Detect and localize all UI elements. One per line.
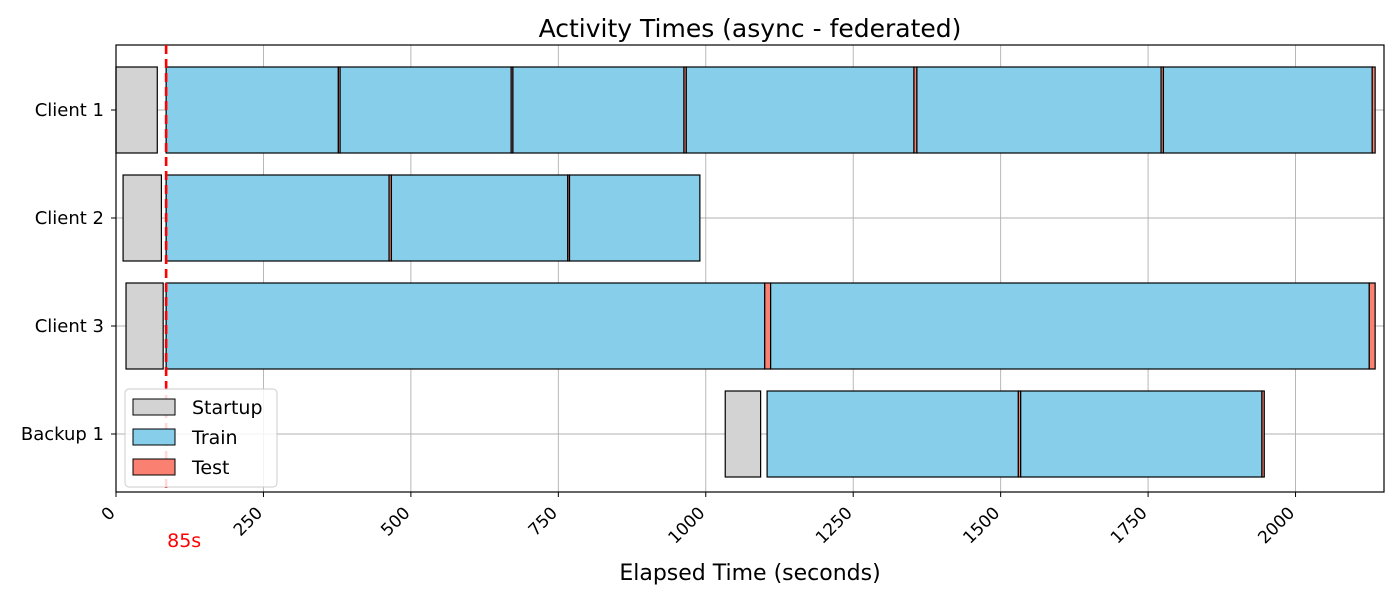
legend-label: Test xyxy=(191,457,229,479)
bar-test xyxy=(1371,66,1376,154)
bar-train xyxy=(1020,390,1263,478)
bar-startup xyxy=(125,282,164,370)
bar-train xyxy=(165,174,390,262)
axes-frame xyxy=(115,44,1385,493)
bar-train xyxy=(1162,66,1373,154)
bar-train xyxy=(770,282,1370,370)
legend-swatch xyxy=(132,458,176,476)
bar-train xyxy=(165,66,339,154)
chart-title: Activity Times (async - federated) xyxy=(539,14,962,43)
bar-train xyxy=(916,66,1162,154)
bar-train xyxy=(165,282,766,370)
bar-startup xyxy=(724,390,762,478)
bar-train xyxy=(685,66,915,154)
legend-swatch xyxy=(132,428,176,446)
bar-startup xyxy=(122,174,163,262)
legend-label: Train xyxy=(191,427,238,449)
bar-test xyxy=(1368,282,1376,370)
bar-train xyxy=(390,174,569,262)
bar-train xyxy=(512,66,685,154)
bar-test xyxy=(1261,390,1265,478)
y-tick-label: Client 2 xyxy=(35,208,104,229)
bar-startup xyxy=(115,66,158,154)
y-tick-label: Client 1 xyxy=(35,100,104,121)
bar-train xyxy=(339,66,512,154)
bar-test xyxy=(764,282,772,370)
legend-label: Startup xyxy=(192,397,263,419)
bar-train xyxy=(766,390,1019,478)
bar-train xyxy=(568,174,701,262)
marker-label: 85s xyxy=(167,530,201,552)
y-tick-label: Backup 1 xyxy=(21,424,104,445)
x-axis-label: Elapsed Time (seconds) xyxy=(619,561,880,586)
legend-swatch xyxy=(132,398,176,416)
y-tick-label: Client 3 xyxy=(35,316,104,337)
